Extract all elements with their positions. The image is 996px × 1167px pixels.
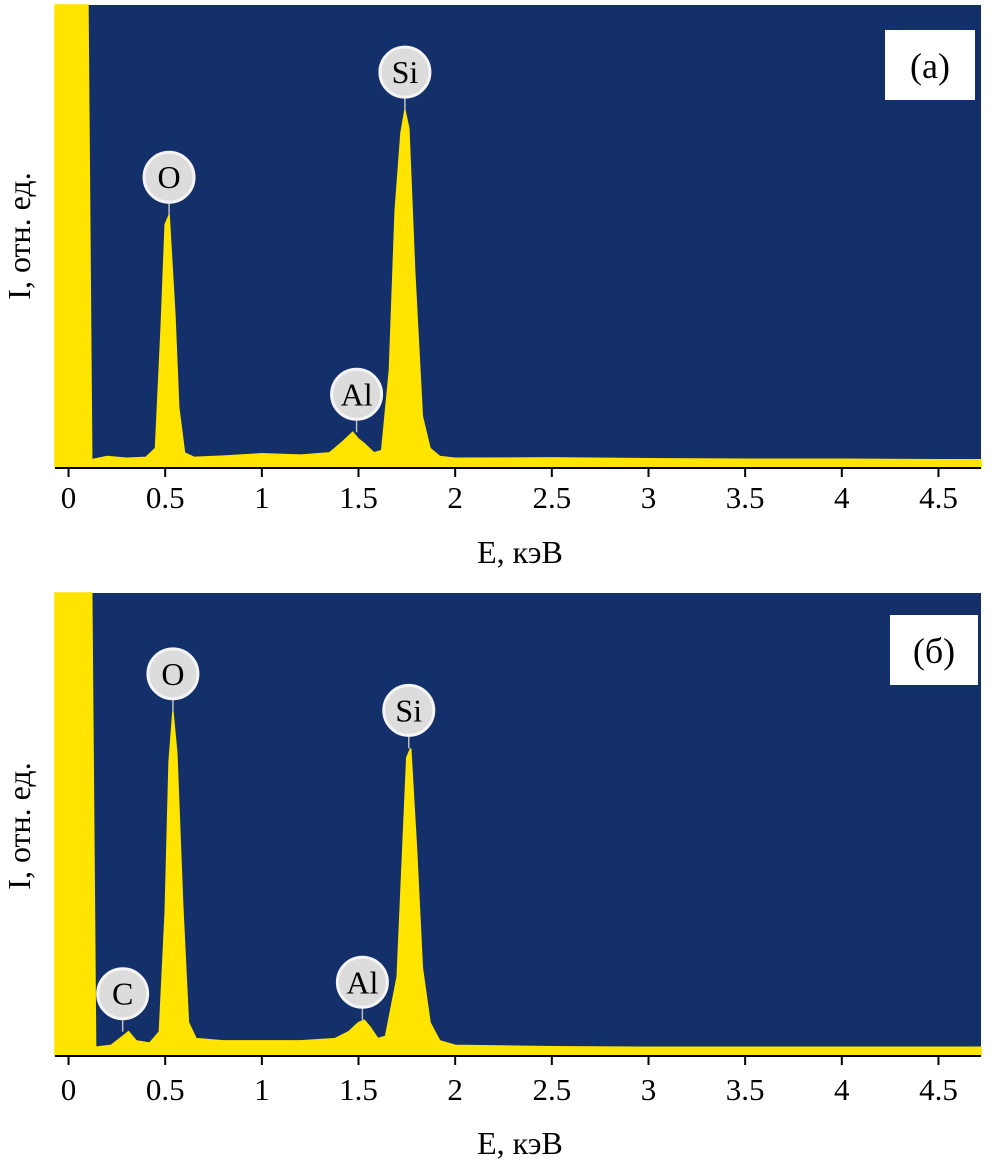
spectrum-panel-b: (б) C O Al Si 0 0.5 1 1.5 2 2.5 3 3.5 4 4.5 E, кэВ I, от… [1,592,982,1161]
x-tick-label: 2 [447,480,463,515]
x-tick-label: 3 [641,480,657,515]
peak-element: Al [341,376,373,412]
panel-label-box [885,30,975,100]
peak-label-o: O [146,647,200,712]
spectrum-area [54,592,982,1057]
peak-label-al: Al [330,367,384,433]
y-axis-title: I, отн. ед. [1,172,37,299]
peak-marker-circle [96,967,150,1021]
peak-marker-circle [378,45,432,99]
baseline-noise [55,1051,981,1056]
peak-element: Si [395,692,422,728]
peak-element: O [161,656,184,692]
x-tick-label: 4 [834,1072,850,1107]
peak-element: C [112,976,133,1012]
x-tick-label: 4.5 [919,1072,958,1107]
x-tick-label: 1 [254,1072,270,1107]
panel-label: (б) [913,631,955,671]
x-tick-label: 2 [447,1072,463,1107]
peak-marker-circle [330,367,384,421]
peak-element: Al [346,964,378,1000]
spectrum-panel-a: (a) O Al Si 0 0.5 1 1.5 2 2.5 3 3.5 4 4.5 E, кэВ I, отн… [1,4,982,570]
panel-label-box [890,615,978,685]
x-axis-title: E, кэВ [477,534,563,570]
peak-marker-circle [142,150,196,204]
panel-label: (a) [910,46,950,86]
x-tick-label: 3 [641,1072,657,1107]
x-tick-label: 1.5 [339,1072,378,1107]
x-tick-label: 2.5 [532,1072,571,1107]
x-tick-label: 4.5 [919,480,958,515]
y-axis-title: I, отн. ед. [1,762,37,889]
x-tick-label: 4 [834,480,850,515]
x-axis-title: E, кэВ [477,1125,563,1161]
peak-label-al: Al [335,955,389,1021]
peak-marker-circle [335,955,389,1009]
x-tick-label: 2.5 [532,480,571,515]
peak-label-si: Si [382,683,436,749]
baseline-noise [55,463,981,468]
x-tick-label: 1.5 [339,480,378,515]
peak-label-o: O [142,150,196,216]
peak-element: Si [392,54,419,90]
plot-background [55,5,981,468]
peak-label-c: C [96,967,150,1032]
x-tick-label: 1 [254,480,270,515]
x-tick-label: 0.5 [146,1072,185,1107]
peak-label-si: Si [378,45,432,111]
x-tick-label: 3.5 [726,1072,765,1107]
x-tick-label: 0 [61,480,77,515]
peak-element: O [158,159,181,195]
x-tick-label: 3.5 [726,480,765,515]
peak-marker-circle [382,683,436,737]
x-tick-label: 0.5 [146,480,185,515]
spectrum-area [54,4,982,469]
x-tick-label: 0 [61,1072,77,1107]
plot-background [55,593,981,1056]
peak-marker-circle [146,647,200,701]
